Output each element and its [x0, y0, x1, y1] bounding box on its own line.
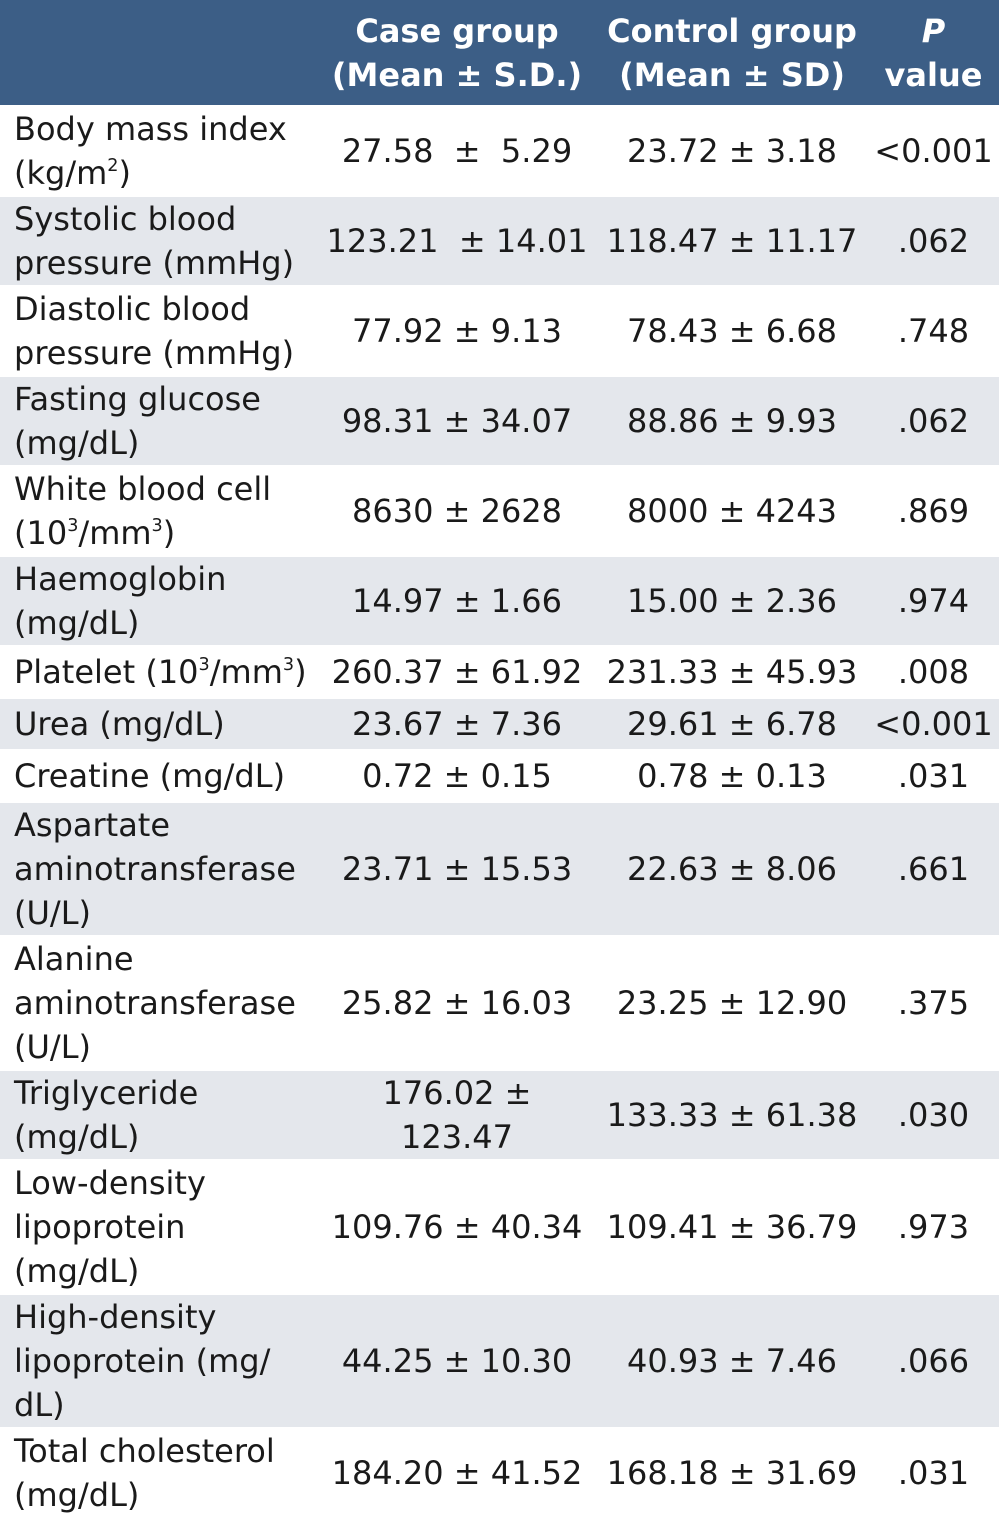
table-row: Platelet (103/mm3) 260.37 ± 61.92 231.33 ±… — [0, 646, 999, 699]
control-value: 29.61 ± 6.78 — [596, 698, 868, 751]
row-label: Creatine (mg/dL) — [0, 750, 318, 803]
p-value: <0.001 — [868, 698, 999, 751]
control-value: 40.93 ± 7.46 — [596, 1294, 868, 1429]
control-value: 23.72 ± 3.18 — [596, 106, 868, 197]
case-value: 23.71 ± 15.53 — [318, 802, 596, 937]
p-value: <0.001 — [868, 106, 999, 197]
header-case-group: Case group (Mean ± S.D.) — [318, 0, 596, 107]
table-row: Systolic blood pressure (mmHg) 123.21 ± 1… — [0, 196, 999, 287]
table-header: Case group (Mean ± S.D.) Control group (… — [0, 0, 999, 107]
p-value: .031 — [868, 1428, 999, 1519]
row-label: Aspartate aminotransferase (U/L) — [0, 802, 318, 937]
header-control-group: Control group (Mean ± SD) — [596, 0, 868, 107]
table-row: Low-density lipoprotein (mg/dL) 109.76 ± … — [0, 1160, 999, 1295]
table-row: Creatine (mg/dL) 0.72 ± 0.15 0.78 ± 0.13.0… — [0, 750, 999, 803]
case-value: 8630 ± 2628 — [318, 466, 596, 557]
table-row: White blood cell (103/mm3) 8630 ± 2628 800… — [0, 466, 999, 557]
p-value: .030 — [868, 1070, 999, 1161]
case-value: 184.20 ± 41.52 — [318, 1428, 596, 1519]
p-value: .066 — [868, 1294, 999, 1429]
row-label: Total cholesterol (mg/dL) — [0, 1428, 318, 1519]
p-value: .008 — [868, 646, 999, 699]
table-row: Aspartate aminotransferase (U/L) 23.71 ± … — [0, 802, 999, 937]
header-control-subtitle: (Mean ± SD) — [619, 55, 845, 94]
case-value: 176.02 ± 123.47 — [318, 1070, 596, 1161]
control-value: 22.63 ± 8.06 — [596, 802, 868, 937]
p-value: .062 — [868, 376, 999, 467]
control-value: 23.25 ± 12.90 — [596, 936, 868, 1071]
p-value: .375 — [868, 936, 999, 1071]
row-label: High-density lipoprotein (mg/ dL) — [0, 1294, 318, 1429]
table-row: Body mass index (kg/m2) 27.58 ± 5.29 23.72… — [0, 106, 999, 197]
case-value: 27.58 ± 5.29 — [318, 106, 596, 197]
header-row: Case group (Mean ± S.D.) Control group (… — [0, 0, 999, 107]
control-value: 231.33 ± 45.93 — [596, 646, 868, 699]
control-value: 78.43 ± 6.68 — [596, 286, 868, 377]
control-value: 168.18 ± 31.69 — [596, 1428, 868, 1519]
p-value: .748 — [868, 286, 999, 377]
row-label: Triglyceride (mg/dL) — [0, 1070, 318, 1161]
case-value: 0.72 ± 0.15 — [318, 750, 596, 803]
case-value: 77.92 ± 9.13 — [318, 286, 596, 377]
case-value: 98.31 ± 34.07 — [318, 376, 596, 467]
row-label: Systolic blood pressure (mmHg) — [0, 196, 318, 287]
p-value: .062 — [868, 196, 999, 287]
p-value: .869 — [868, 466, 999, 557]
row-label: Haemoglobin (mg/dL) — [0, 556, 318, 647]
header-p-word: value — [884, 55, 983, 94]
row-label: Fasting glucose (mg/dL) — [0, 376, 318, 467]
control-value: 109.41 ± 36.79 — [596, 1160, 868, 1295]
table-row: Haemoglobin (mg/dL) 14.97 ± 1.66 15.00 ± 2… — [0, 556, 999, 647]
header-p-value: P value — [868, 0, 999, 107]
case-value: 25.82 ± 16.03 — [318, 936, 596, 1071]
header-case-title: Case group — [355, 11, 559, 50]
control-value: 118.47 ± 11.17 — [596, 196, 868, 287]
case-value: 123.21 ± 14.01 — [318, 196, 596, 287]
case-value: 23.67 ± 7.36 — [318, 698, 596, 751]
row-label: Low-density lipoprotein (mg/dL) — [0, 1160, 318, 1295]
case-value: 44.25 ± 10.30 — [318, 1294, 596, 1429]
table-row: Fasting glucose (mg/dL) 98.31 ± 34.07 88.8… — [0, 376, 999, 467]
row-label: Diastolic blood pressure (mmHg) — [0, 286, 318, 377]
row-label: White blood cell (103/mm3) — [0, 466, 318, 557]
row-label: Platelet (103/mm3) — [0, 646, 318, 699]
control-value: 0.78 ± 0.13 — [596, 750, 868, 803]
control-value: 8000 ± 4243 — [596, 466, 868, 557]
control-value: 88.86 ± 9.93 — [596, 376, 868, 467]
header-p-letter: P — [921, 11, 946, 50]
p-value: .973 — [868, 1160, 999, 1295]
table-row: Alanine aminotransferase (U/L) 25.82 ± 16… — [0, 936, 999, 1071]
case-value: 260.37 ± 61.92 — [318, 646, 596, 699]
table-row: Diastolic blood pressure (mmHg) 77.92 ± 9… — [0, 286, 999, 377]
table-row: Urea (mg/dL) 23.67 ± 7.36 29.61 ± 6.78 <0.0… — [0, 698, 999, 751]
table-row: High-density lipoprotein (mg/ dL) 44.25 ±… — [0, 1294, 999, 1429]
case-value: 109.76 ± 40.34 — [318, 1160, 596, 1295]
header-control-title: Control group — [607, 11, 857, 50]
control-value: 133.33 ± 61.38 — [596, 1070, 868, 1161]
row-label: Urea (mg/dL) — [0, 698, 318, 751]
table-body: Body mass index (kg/m2) 27.58 ± 5.29 23.72… — [0, 106, 999, 1519]
header-case-subtitle: (Mean ± S.D.) — [331, 55, 583, 94]
header-variable — [0, 0, 318, 107]
row-label: Body mass index (kg/m2) — [0, 106, 318, 197]
table-row: Triglyceride (mg/dL) 176.02 ± 123.47 133.3… — [0, 1070, 999, 1161]
p-value: .661 — [868, 802, 999, 937]
case-value: 14.97 ± 1.66 — [318, 556, 596, 647]
table-row: Total cholesterol (mg/dL) 184.20 ± 41.52 1… — [0, 1428, 999, 1519]
p-value: .031 — [868, 750, 999, 803]
control-value: 15.00 ± 2.36 — [596, 556, 868, 647]
p-value: .974 — [868, 556, 999, 647]
row-label: Alanine aminotransferase (U/L) — [0, 936, 318, 1071]
